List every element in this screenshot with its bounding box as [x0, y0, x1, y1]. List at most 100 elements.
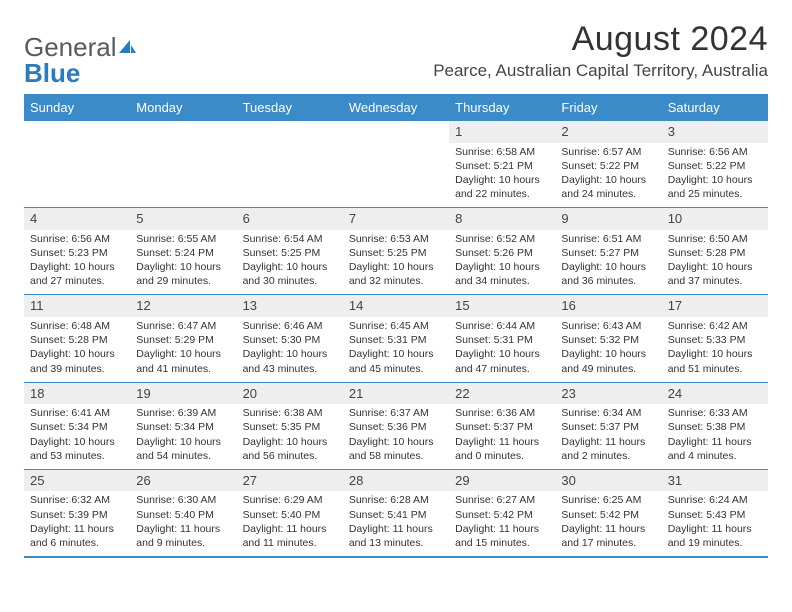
day-number: 23: [555, 383, 661, 405]
day-number: 31: [662, 470, 768, 492]
day-number: 13: [237, 295, 343, 317]
day-number: 3: [662, 121, 768, 143]
day-info-line: Sunrise: 6:52 AM: [455, 232, 549, 246]
day-info: Sunrise: 6:25 AMSunset: 5:42 PMDaylight:…: [555, 491, 661, 556]
day-header: Thursday: [449, 95, 555, 120]
day-info-line: Sunrise: 6:44 AM: [455, 319, 549, 333]
day-info: Sunrise: 6:41 AMSunset: 5:34 PMDaylight:…: [24, 404, 130, 469]
header-row: GeneralBlue August 2024 Pearce, Australi…: [24, 20, 768, 86]
day-number: 17: [662, 295, 768, 317]
calendar-table: SundayMondayTuesdayWednesdayThursdayFrid…: [24, 94, 768, 558]
day-info-line: Sunrise: 6:55 AM: [136, 232, 230, 246]
day-info: [24, 143, 130, 151]
day-info: Sunrise: 6:24 AMSunset: 5:43 PMDaylight:…: [662, 491, 768, 556]
calendar-cell: 26Sunrise: 6:30 AMSunset: 5:40 PMDayligh…: [130, 469, 236, 557]
day-info-line: Daylight: 11 hours and 0 minutes.: [455, 435, 549, 463]
day-info-line: Daylight: 10 hours and 34 minutes.: [455, 260, 549, 288]
day-number: [237, 121, 343, 143]
day-info-line: Daylight: 10 hours and 47 minutes.: [455, 347, 549, 375]
logo-text-left: General: [24, 34, 117, 60]
day-header: Tuesday: [237, 95, 343, 120]
day-info-line: Sunset: 5:37 PM: [455, 420, 549, 434]
calendar-cell: 24Sunrise: 6:33 AMSunset: 5:38 PMDayligh…: [662, 382, 768, 469]
day-info-line: Sunset: 5:34 PM: [136, 420, 230, 434]
calendar-week-row: 25Sunrise: 6:32 AMSunset: 5:39 PMDayligh…: [24, 469, 768, 557]
calendar-cell: 30Sunrise: 6:25 AMSunset: 5:42 PMDayligh…: [555, 469, 661, 557]
day-info-line: Sunrise: 6:56 AM: [30, 232, 124, 246]
calendar-cell: [24, 120, 130, 208]
day-info-line: Daylight: 10 hours and 37 minutes.: [668, 260, 762, 288]
day-info-line: Daylight: 11 hours and 6 minutes.: [30, 522, 124, 550]
day-number: 14: [343, 295, 449, 317]
day-number: 9: [555, 208, 661, 230]
day-info-line: Sunrise: 6:38 AM: [243, 406, 337, 420]
day-info-line: Sunset: 5:40 PM: [243, 508, 337, 522]
day-info-line: Sunset: 5:31 PM: [455, 333, 549, 347]
day-info: [130, 143, 236, 151]
day-info-line: Sunrise: 6:37 AM: [349, 406, 443, 420]
day-info: Sunrise: 6:32 AMSunset: 5:39 PMDaylight:…: [24, 491, 130, 556]
day-info-line: Sunrise: 6:45 AM: [349, 319, 443, 333]
day-info-line: Sunset: 5:35 PM: [243, 420, 337, 434]
day-info-line: Daylight: 10 hours and 39 minutes.: [30, 347, 124, 375]
day-info-line: Sunset: 5:31 PM: [349, 333, 443, 347]
calendar-cell: [130, 120, 236, 208]
day-info-line: Daylight: 11 hours and 17 minutes.: [561, 522, 655, 550]
day-info: Sunrise: 6:53 AMSunset: 5:25 PMDaylight:…: [343, 230, 449, 295]
day-info-line: Daylight: 11 hours and 13 minutes.: [349, 522, 443, 550]
day-number: 25: [24, 470, 130, 492]
day-info-line: Daylight: 10 hours and 25 minutes.: [668, 173, 762, 201]
day-info-line: Sunrise: 6:39 AM: [136, 406, 230, 420]
day-header: Wednesday: [343, 95, 449, 120]
day-header: Friday: [555, 95, 661, 120]
calendar-cell: 11Sunrise: 6:48 AMSunset: 5:28 PMDayligh…: [24, 295, 130, 382]
day-info-line: Sunset: 5:26 PM: [455, 246, 549, 260]
calendar-cell: 16Sunrise: 6:43 AMSunset: 5:32 PMDayligh…: [555, 295, 661, 382]
day-info-line: Daylight: 11 hours and 19 minutes.: [668, 522, 762, 550]
calendar-cell: [343, 120, 449, 208]
day-info-line: Sunrise: 6:47 AM: [136, 319, 230, 333]
day-number: 27: [237, 470, 343, 492]
calendar-page: GeneralBlue August 2024 Pearce, Australi…: [0, 0, 792, 578]
day-info-line: Sunset: 5:34 PM: [30, 420, 124, 434]
day-info-line: Sunset: 5:25 PM: [349, 246, 443, 260]
day-number: 22: [449, 383, 555, 405]
calendar-cell: 31Sunrise: 6:24 AMSunset: 5:43 PMDayligh…: [662, 469, 768, 557]
day-info-line: Sunset: 5:42 PM: [561, 508, 655, 522]
logo: GeneralBlue: [24, 32, 138, 86]
day-number: 1: [449, 121, 555, 143]
calendar-week-row: 18Sunrise: 6:41 AMSunset: 5:34 PMDayligh…: [24, 382, 768, 469]
day-info-line: Daylight: 11 hours and 4 minutes.: [668, 435, 762, 463]
day-info-line: Sunset: 5:30 PM: [243, 333, 337, 347]
day-info-line: Sunrise: 6:58 AM: [455, 145, 549, 159]
day-info-line: Daylight: 10 hours and 30 minutes.: [243, 260, 337, 288]
day-info: Sunrise: 6:34 AMSunset: 5:37 PMDaylight:…: [555, 404, 661, 469]
day-info-line: Sunset: 5:28 PM: [30, 333, 124, 347]
day-info-line: Sunrise: 6:28 AM: [349, 493, 443, 507]
calendar-cell: 22Sunrise: 6:36 AMSunset: 5:37 PMDayligh…: [449, 382, 555, 469]
day-number: 7: [343, 208, 449, 230]
day-info-line: Sunrise: 6:30 AM: [136, 493, 230, 507]
day-number: 24: [662, 383, 768, 405]
day-info-line: Sunrise: 6:33 AM: [668, 406, 762, 420]
day-info-line: Sunrise: 6:51 AM: [561, 232, 655, 246]
day-info-line: Daylight: 10 hours and 51 minutes.: [668, 347, 762, 375]
calendar-week-row: 1Sunrise: 6:58 AMSunset: 5:21 PMDaylight…: [24, 120, 768, 208]
calendar-cell: 7Sunrise: 6:53 AMSunset: 5:25 PMDaylight…: [343, 208, 449, 295]
day-info: Sunrise: 6:51 AMSunset: 5:27 PMDaylight:…: [555, 230, 661, 295]
day-number: 6: [237, 208, 343, 230]
calendar-cell: 9Sunrise: 6:51 AMSunset: 5:27 PMDaylight…: [555, 208, 661, 295]
calendar-cell: 2Sunrise: 6:57 AMSunset: 5:22 PMDaylight…: [555, 120, 661, 208]
day-info-line: Sunrise: 6:34 AM: [561, 406, 655, 420]
day-number: 10: [662, 208, 768, 230]
day-info-line: Sunset: 5:32 PM: [561, 333, 655, 347]
day-number: [343, 121, 449, 143]
calendar-cell: 21Sunrise: 6:37 AMSunset: 5:36 PMDayligh…: [343, 382, 449, 469]
calendar-cell: 10Sunrise: 6:50 AMSunset: 5:28 PMDayligh…: [662, 208, 768, 295]
day-number: 26: [130, 470, 236, 492]
logo-sail-icon: [118, 32, 138, 58]
day-info: Sunrise: 6:47 AMSunset: 5:29 PMDaylight:…: [130, 317, 236, 382]
day-number: 15: [449, 295, 555, 317]
day-info-line: Daylight: 10 hours and 43 minutes.: [243, 347, 337, 375]
calendar-cell: 5Sunrise: 6:55 AMSunset: 5:24 PMDaylight…: [130, 208, 236, 295]
